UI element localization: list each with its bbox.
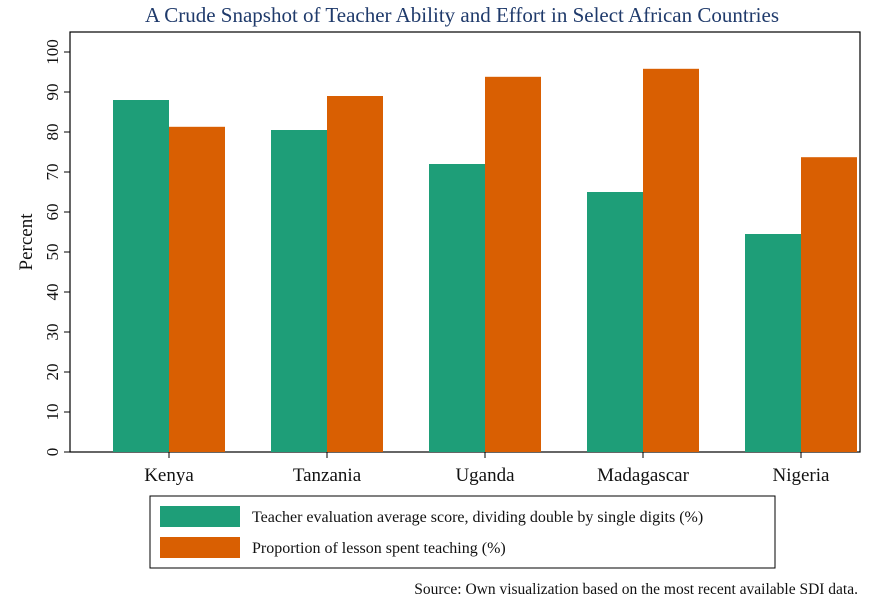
y-tick-label: 30: [43, 324, 62, 341]
bar-madagascar-series-1: [587, 192, 643, 452]
bar-kenya-series-2: [169, 126, 225, 453]
bar-nigeria-series-2: [801, 157, 857, 452]
bar-tanzania-series-1: [271, 130, 327, 452]
y-tick-label: 100: [43, 39, 62, 65]
y-tick-label: 50: [43, 244, 62, 261]
legend-swatch-lesson-time: [160, 537, 240, 558]
legend-label-teacher-evaluation: Teacher evaluation average score, dividi…: [252, 509, 703, 526]
y-tick-label: 40: [43, 284, 62, 301]
y-tick-label: 70: [43, 164, 62, 181]
legend-swatch-teacher-evaluation: [160, 506, 240, 527]
x-axis: Kenya Tanzania Uganda Madagascar Nigeria: [144, 452, 830, 486]
legend-label-lesson-time: Proportion of lesson spent teaching (%): [252, 540, 506, 557]
y-tick-label: 10: [43, 404, 62, 421]
y-tick-label: 0: [43, 448, 62, 457]
chart-title: A Crude Snapshot of Teacher Ability and …: [145, 3, 779, 27]
category-label-tanzania: Tanzania: [293, 465, 362, 486]
bar-nigeria-series-1: [745, 234, 801, 452]
y-tick-label: 20: [43, 364, 62, 381]
bar-madagascar-series-2: [643, 68, 699, 453]
bar-kenya-series-1: [113, 100, 169, 452]
y-tick-label: 90: [43, 84, 62, 101]
category-label-uganda: Uganda: [455, 465, 515, 486]
y-axis: 0 10 20 30 40 50 60 70 80 90 100: [43, 39, 70, 456]
source-note: Source: Own visualization based on the m…: [414, 581, 858, 598]
category-label-nigeria: Nigeria: [773, 465, 831, 486]
bar-uganda-series-2: [485, 76, 541, 453]
bar-uganda-series-1: [429, 164, 485, 452]
category-label-madagascar: Madagascar: [597, 465, 689, 486]
legend: Teacher evaluation average score, dividi…: [149, 495, 776, 569]
bar-tanzania-series-2: [327, 96, 383, 452]
category-label-kenya: Kenya: [144, 465, 194, 486]
y-tick-label: 60: [43, 204, 62, 221]
y-axis-label: Percent: [16, 213, 37, 271]
y-tick-label: 80: [43, 124, 62, 141]
legend-box: [149, 495, 776, 569]
bars-group: [113, 68, 857, 453]
